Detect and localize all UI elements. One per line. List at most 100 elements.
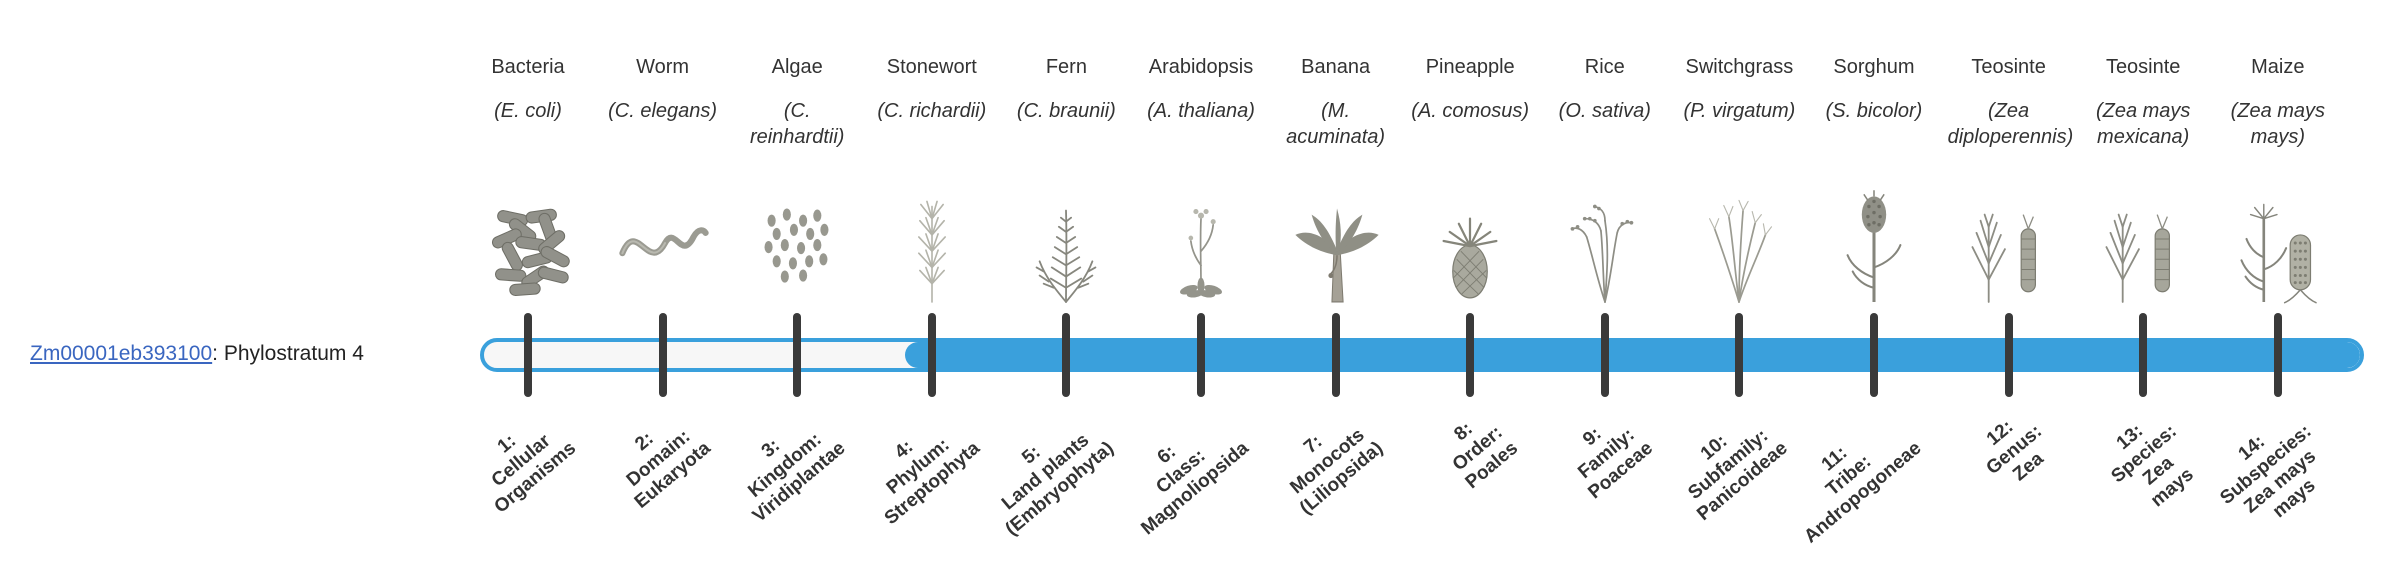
algae-icon [745, 174, 849, 306]
phylostratum-tick [1600, 313, 1609, 397]
phylostratum-label-text: 1: Cellular Organisms [487, 430, 580, 518]
phylostratum-label-text: 2: Domain: Eukaryota [622, 425, 715, 513]
sorghum-icon [1822, 174, 1926, 306]
phylostratum-label-text: 7: Monocots (Liliopsida) [1286, 424, 1388, 519]
organism-icon-wrap [1126, 170, 1276, 306]
organism-scientific-name: (A. thaliana) [1147, 100, 1255, 122]
phylostratum-label-text: 12: Genus: Zea [1982, 416, 2048, 486]
organism-icon-wrap [588, 170, 738, 306]
organism-name: Teosinte [1971, 56, 2046, 78]
stonewort-icon [880, 174, 984, 306]
banana-icon [1284, 174, 1388, 306]
organism-name: Rice [1584, 56, 1625, 78]
organism-scientific-name: (E. coli) [494, 100, 562, 122]
organism-name: Teosinte [2105, 56, 2181, 78]
phylostratum-label-text: 4: Phylum: Streptophyta [880, 434, 984, 530]
organism-icon-wrap [2068, 170, 2218, 306]
phylostratum-tick [1735, 313, 1744, 397]
organism-column: Switchgrass (P. virgatum) [1664, 56, 1814, 306]
organism-scientific-name: (C. braunii) [1016, 100, 1116, 122]
organism-column: Banana (M. acuminata) [1261, 56, 1411, 306]
organism-icon-wrap [722, 170, 872, 306]
organism-column: Maize (Zea mays mays) [2203, 56, 2353, 306]
organism-column: Stonewort (C. richardii) [857, 56, 1007, 306]
arabidopsis-icon [1149, 174, 1253, 306]
gene-link[interactable]: Zm00001eb393100 [30, 342, 213, 365]
organism-icon-wrap [857, 170, 1007, 306]
organism-name: Pineapple [1425, 56, 1515, 78]
organism-name: Switchgrass [1685, 56, 1794, 78]
phylostratum-tick [524, 313, 532, 397]
phylostratum-tick [1197, 313, 1205, 397]
organism-icon-wrap [1799, 170, 1949, 306]
organism-name: Algae [771, 56, 823, 78]
organism-name: Maize [2251, 56, 2305, 78]
teosinte-icon [2091, 174, 2195, 306]
organism-scientific-name: (A. comosus) [1411, 100, 1530, 122]
organism-scientific-name: (C. richardii) [877, 100, 987, 122]
organism-icon-wrap [1664, 170, 1814, 306]
phylostratum-label-text: 14: Subspecies: Zea mays mays [2216, 420, 2320, 523]
phylostratum-tick [1466, 313, 1475, 397]
organism-column: Rice (O. sativa) [1530, 56, 1680, 306]
organism-column: Teosinte (Zea diploperennis) [1934, 56, 2084, 306]
phylostratum-tick [793, 313, 802, 397]
phylostratum-tick [658, 313, 667, 397]
phylostrata-bar-fill [905, 342, 2360, 368]
organism-name: Sorghum [1833, 56, 1915, 78]
organism-scientific-name: (Zea mays mexicana) [2095, 100, 2191, 148]
rice-icon [1553, 174, 1657, 306]
organism-icon-wrap [991, 170, 1141, 306]
bacteria-icon [476, 174, 580, 306]
phylostratum-tick [1062, 313, 1071, 397]
phylostratum-tick [2273, 313, 2282, 397]
organism-column: Teosinte (Zea mays mexicana) [2068, 56, 2218, 306]
phylostratum-label-text: 13: Species: Zea mays [2107, 420, 2198, 512]
phylostratum-tick [927, 313, 936, 397]
phylostratum-label-text: 5: Land plants (Embryophyta) [998, 429, 1119, 540]
switchgrass-icon [1687, 174, 1791, 306]
gene-phylostratum-text: : Phylostratum 4 [212, 342, 364, 365]
organism-column: Worm (C. elegans) [588, 56, 738, 306]
organism-name: Worm [636, 56, 690, 78]
organism-icon-wrap [1261, 170, 1411, 306]
phylostratum-label-text: 11: Tribe: Andropogoneae [1800, 437, 1926, 548]
gene-label: Zm00001eb393100: Phylostratum 4 [30, 342, 364, 366]
organism-name: Bacteria [491, 56, 565, 78]
organism-scientific-name: (O. sativa) [1558, 100, 1651, 122]
organism-scientific-name: (P. virgatum) [1683, 100, 1796, 122]
phylostrata-bar [480, 338, 2364, 372]
organism-name: Arabidopsis [1148, 56, 1254, 78]
phylostratum-label-text: 8: Order: Poales [1448, 418, 1522, 494]
organism-column: Pineapple (A. comosus) [1395, 56, 1545, 306]
teosinte-icon [1957, 174, 2061, 306]
organism-icon-wrap [1395, 170, 1545, 306]
phylostratum-label-text: 6: Class: Magnoliopsida [1137, 437, 1253, 540]
organism-column: Fern (C. braunii) [991, 56, 1141, 306]
fern-icon [1014, 174, 1118, 306]
organism-scientific-name: (Zea diploperennis) [1947, 100, 2074, 148]
organism-column: Bacteria (E. coli) [453, 56, 603, 306]
organism-scientific-name: (M. acuminata) [1286, 100, 1386, 148]
organism-icon-wrap [1934, 170, 2084, 306]
organism-scientific-name: (S. bicolor) [1825, 100, 1923, 122]
organism-column: Algae (C. reinhardtii) [722, 56, 872, 306]
organism-name: Banana [1301, 56, 1371, 78]
organism-name: Fern [1045, 56, 1087, 78]
maize-icon [2226, 174, 2330, 306]
organism-icon-wrap [453, 170, 603, 306]
organism-scientific-name: (C. elegans) [608, 100, 718, 122]
phylostratum-label-text: 9: Family: Poaceae [1573, 423, 1657, 504]
phylostratum-tick [1331, 313, 1340, 397]
phylostratum-label-text: 10: Subfamily: Panicoideae [1683, 425, 1792, 526]
pineapple-icon [1418, 174, 1522, 306]
phylostratum-label-text: 3: Kingdom: Viridiplantae [743, 428, 849, 527]
worm-icon [611, 174, 715, 306]
organism-scientific-name: (Zea mays mays) [2230, 100, 2326, 148]
phylostratum-tick [2139, 313, 2148, 397]
phylostratum-tick [2004, 313, 2013, 397]
organism-scientific-name: (C. reinhardtii) [749, 100, 845, 148]
organism-icon-wrap [1530, 170, 1680, 306]
organism-column: Sorghum (S. bicolor) [1799, 56, 1949, 306]
